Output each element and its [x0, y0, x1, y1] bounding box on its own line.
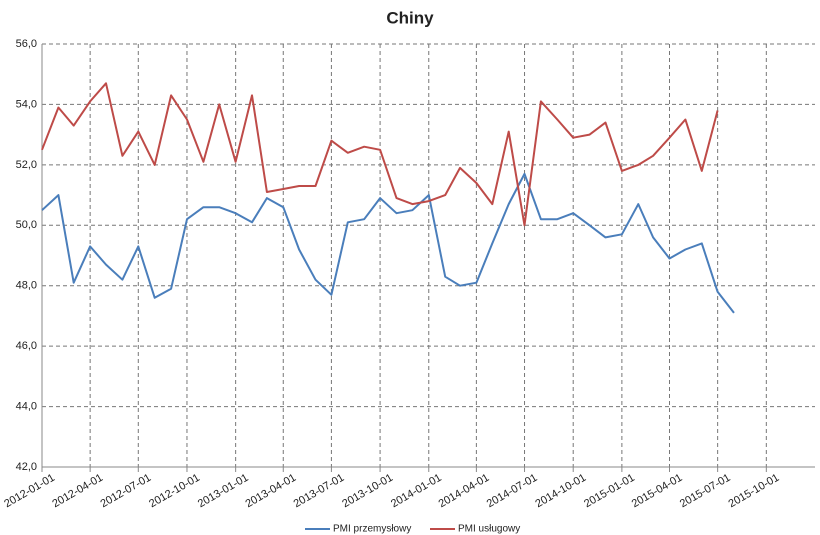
x-tick-label: 2015-10-01: [727, 472, 782, 511]
legend-label: PMI usługowy: [458, 524, 520, 535]
x-tick-label: 2014-07-01: [485, 472, 540, 511]
x-tick-label: 2014-01-01: [389, 472, 444, 511]
series-line: [41, 172, 735, 314]
x-tick-label: 2014-04-01: [437, 472, 492, 511]
x-tick-label: 2012-07-01: [99, 472, 154, 511]
x-tick-label: 2013-04-01: [243, 472, 298, 511]
y-tick-label: 54,0: [16, 98, 37, 110]
x-tick-label: 2013-01-01: [196, 472, 251, 511]
x-tick-label: 2014-10-01: [533, 472, 588, 511]
y-tick-label: 42,0: [16, 461, 37, 473]
y-tick-label: 56,0: [16, 38, 37, 50]
x-tick-label: 2012-10-01: [147, 472, 202, 511]
y-tick-label: 50,0: [16, 219, 37, 231]
x-tick-label: 2012-04-01: [50, 472, 105, 511]
x-tick-label: 2012-01-01: [2, 472, 57, 511]
x-tick-label: 2015-07-01: [678, 472, 733, 511]
y-tick-label: 44,0: [16, 400, 37, 412]
x-tick-label: 2015-04-01: [630, 472, 685, 511]
chart-title: Chiny: [386, 8, 434, 27]
y-tick-label: 46,0: [16, 340, 37, 352]
series-line: [41, 82, 719, 227]
y-tick-label: 52,0: [16, 159, 37, 171]
legend-label: PMI przemysłowy: [333, 524, 411, 535]
x-tick-label: 2013-10-01: [340, 472, 395, 511]
x-tick-label: 2015-01-01: [582, 472, 637, 511]
x-tick-label: 2013-07-01: [292, 472, 347, 511]
y-tick-label: 48,0: [16, 280, 37, 292]
